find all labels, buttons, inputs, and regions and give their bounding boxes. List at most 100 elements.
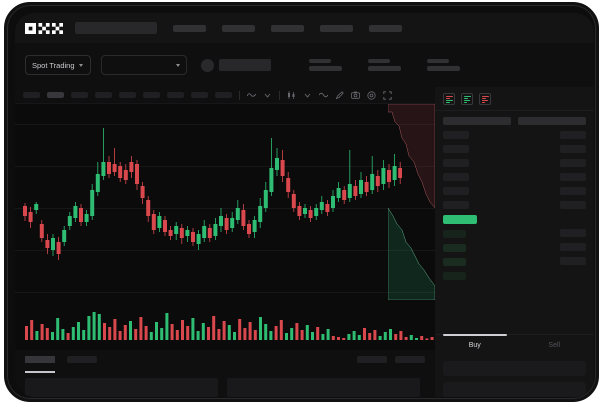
orderbook-ask-row[interactable]	[443, 201, 469, 209]
orderbook-bid-row[interactable]	[443, 244, 466, 252]
orderbook-ask-row[interactable]	[443, 131, 469, 139]
orderbook-header-right	[518, 117, 586, 125]
indicators-icon[interactable]	[247, 91, 256, 100]
orderbook-left-column	[443, 117, 511, 280]
chart-gridline	[15, 166, 435, 167]
orderbook-price-row[interactable]	[560, 243, 586, 251]
stat-label	[427, 59, 449, 63]
interval-button-7[interactable]	[167, 92, 184, 98]
nav-item-5[interactable]	[369, 24, 402, 32]
interval-button-6[interactable]	[143, 92, 160, 98]
orderbook-price-row[interactable]	[560, 145, 586, 153]
top-navigation-bar	[15, 13, 594, 43]
orderbook-price-row[interactable]	[560, 159, 586, 167]
stat-value	[427, 66, 460, 71]
toolbar-divider	[279, 90, 280, 100]
chart-toolbar	[15, 87, 435, 104]
nav-item-2[interactable]	[222, 24, 255, 32]
orderbook-price-row[interactable]	[560, 229, 586, 237]
order-amount-input[interactable]	[443, 382, 586, 397]
interval-button-2[interactable]	[47, 92, 64, 98]
market-subheader: Spot Trading	[15, 43, 594, 87]
trade-form-fields	[443, 361, 586, 397]
interval-button-8[interactable]	[191, 92, 208, 98]
orderbook-ask-row[interactable]	[443, 187, 469, 195]
trade-form-tabs: Buy Sell	[435, 334, 594, 356]
stat-value	[309, 66, 342, 71]
nav-items	[173, 24, 402, 32]
market-stat	[309, 59, 342, 71]
chart-gridline	[15, 250, 435, 251]
interval-button-3[interactable]	[71, 92, 88, 98]
orderbook-asks-icon[interactable]	[479, 93, 491, 105]
chart-gridline	[15, 124, 435, 125]
stat-label	[309, 59, 331, 63]
orders-panel	[15, 350, 435, 397]
interval-button-5[interactable]	[119, 92, 136, 98]
nav-item-1[interactable]	[173, 24, 206, 32]
orderbook-ask-row[interactable]	[443, 159, 469, 167]
order-price-input[interactable]	[443, 361, 586, 376]
market-stat	[427, 59, 460, 71]
orders-action-1[interactable]	[357, 356, 387, 363]
orderbook-right-column	[518, 117, 586, 265]
camera-icon[interactable]	[351, 91, 360, 100]
device-screen: Spot Trading	[15, 13, 594, 397]
orderbook-price-row[interactable]	[560, 187, 586, 195]
okx-logo-icon[interactable]	[25, 22, 63, 34]
chevron-down-icon-2[interactable]	[303, 91, 312, 100]
orderbook-bid-row[interactable]	[443, 230, 466, 238]
chart-type-icon[interactable]	[287, 91, 296, 100]
interval-button-4[interactable]	[95, 92, 112, 98]
tab-buy-label: Buy	[468, 342, 481, 349]
market-type-dropdown[interactable]: Spot Trading	[25, 55, 91, 75]
tab-sell-label: Sell	[548, 342, 561, 349]
orders-tab-history[interactable]	[67, 356, 97, 363]
tab-sell[interactable]: Sell	[515, 335, 595, 356]
orders-action-2[interactable]	[395, 356, 425, 363]
trading-pair-dropdown[interactable]	[101, 55, 187, 75]
nav-item-3[interactable]	[271, 24, 304, 32]
global-search-input[interactable]	[75, 22, 157, 34]
orderbook-header-left	[443, 117, 511, 125]
orders-card-2[interactable]	[227, 378, 420, 397]
orderbook-ask-row[interactable]	[443, 145, 469, 153]
orders-cards	[25, 378, 420, 397]
line-wave-icon[interactable]	[319, 91, 328, 100]
orderbook-bids-icon[interactable]	[461, 93, 473, 105]
pencil-icon[interactable]	[335, 90, 344, 100]
market-stats	[309, 59, 460, 71]
fullscreen-icon[interactable]	[383, 90, 392, 100]
orderbook-bid-row[interactable]	[443, 272, 466, 280]
stat-value	[368, 66, 401, 71]
orderbook-bid-row[interactable]	[443, 258, 466, 266]
interval-button-1[interactable]	[23, 92, 40, 98]
candlestick-chart[interactable]	[15, 104, 435, 300]
orderbook-price-row[interactable]	[560, 131, 586, 139]
orders-tab-open[interactable]	[25, 356, 55, 363]
last-price-value	[219, 59, 271, 71]
stat-label	[368, 59, 390, 63]
orderbook-price-row[interactable]	[560, 257, 586, 265]
market-type-label: Spot Trading	[32, 60, 75, 70]
orderbook-price-row[interactable]	[560, 173, 586, 181]
interval-button-9[interactable]	[215, 92, 232, 98]
orderbook-both-icon[interactable]	[443, 93, 455, 105]
chevron-down-icon[interactable]	[263, 91, 272, 100]
orderbook-price-row[interactable]	[560, 201, 586, 209]
depth-chart	[388, 104, 435, 300]
chevron-down-icon	[78, 63, 83, 67]
orderbook-spacer	[560, 215, 586, 223]
chart-gridline	[15, 208, 435, 209]
toolbar-divider	[239, 90, 240, 100]
settings-icon[interactable]	[367, 90, 376, 100]
orderbook-spread-row[interactable]	[443, 215, 477, 224]
orderbook-rows	[435, 111, 594, 280]
orders-card-1[interactable]	[25, 378, 218, 397]
orderbook-ask-row[interactable]	[443, 173, 469, 181]
tab-buy[interactable]: Buy	[435, 334, 515, 356]
orders-actions	[357, 356, 425, 363]
candle-series	[23, 128, 402, 260]
nav-item-4[interactable]	[320, 24, 353, 32]
